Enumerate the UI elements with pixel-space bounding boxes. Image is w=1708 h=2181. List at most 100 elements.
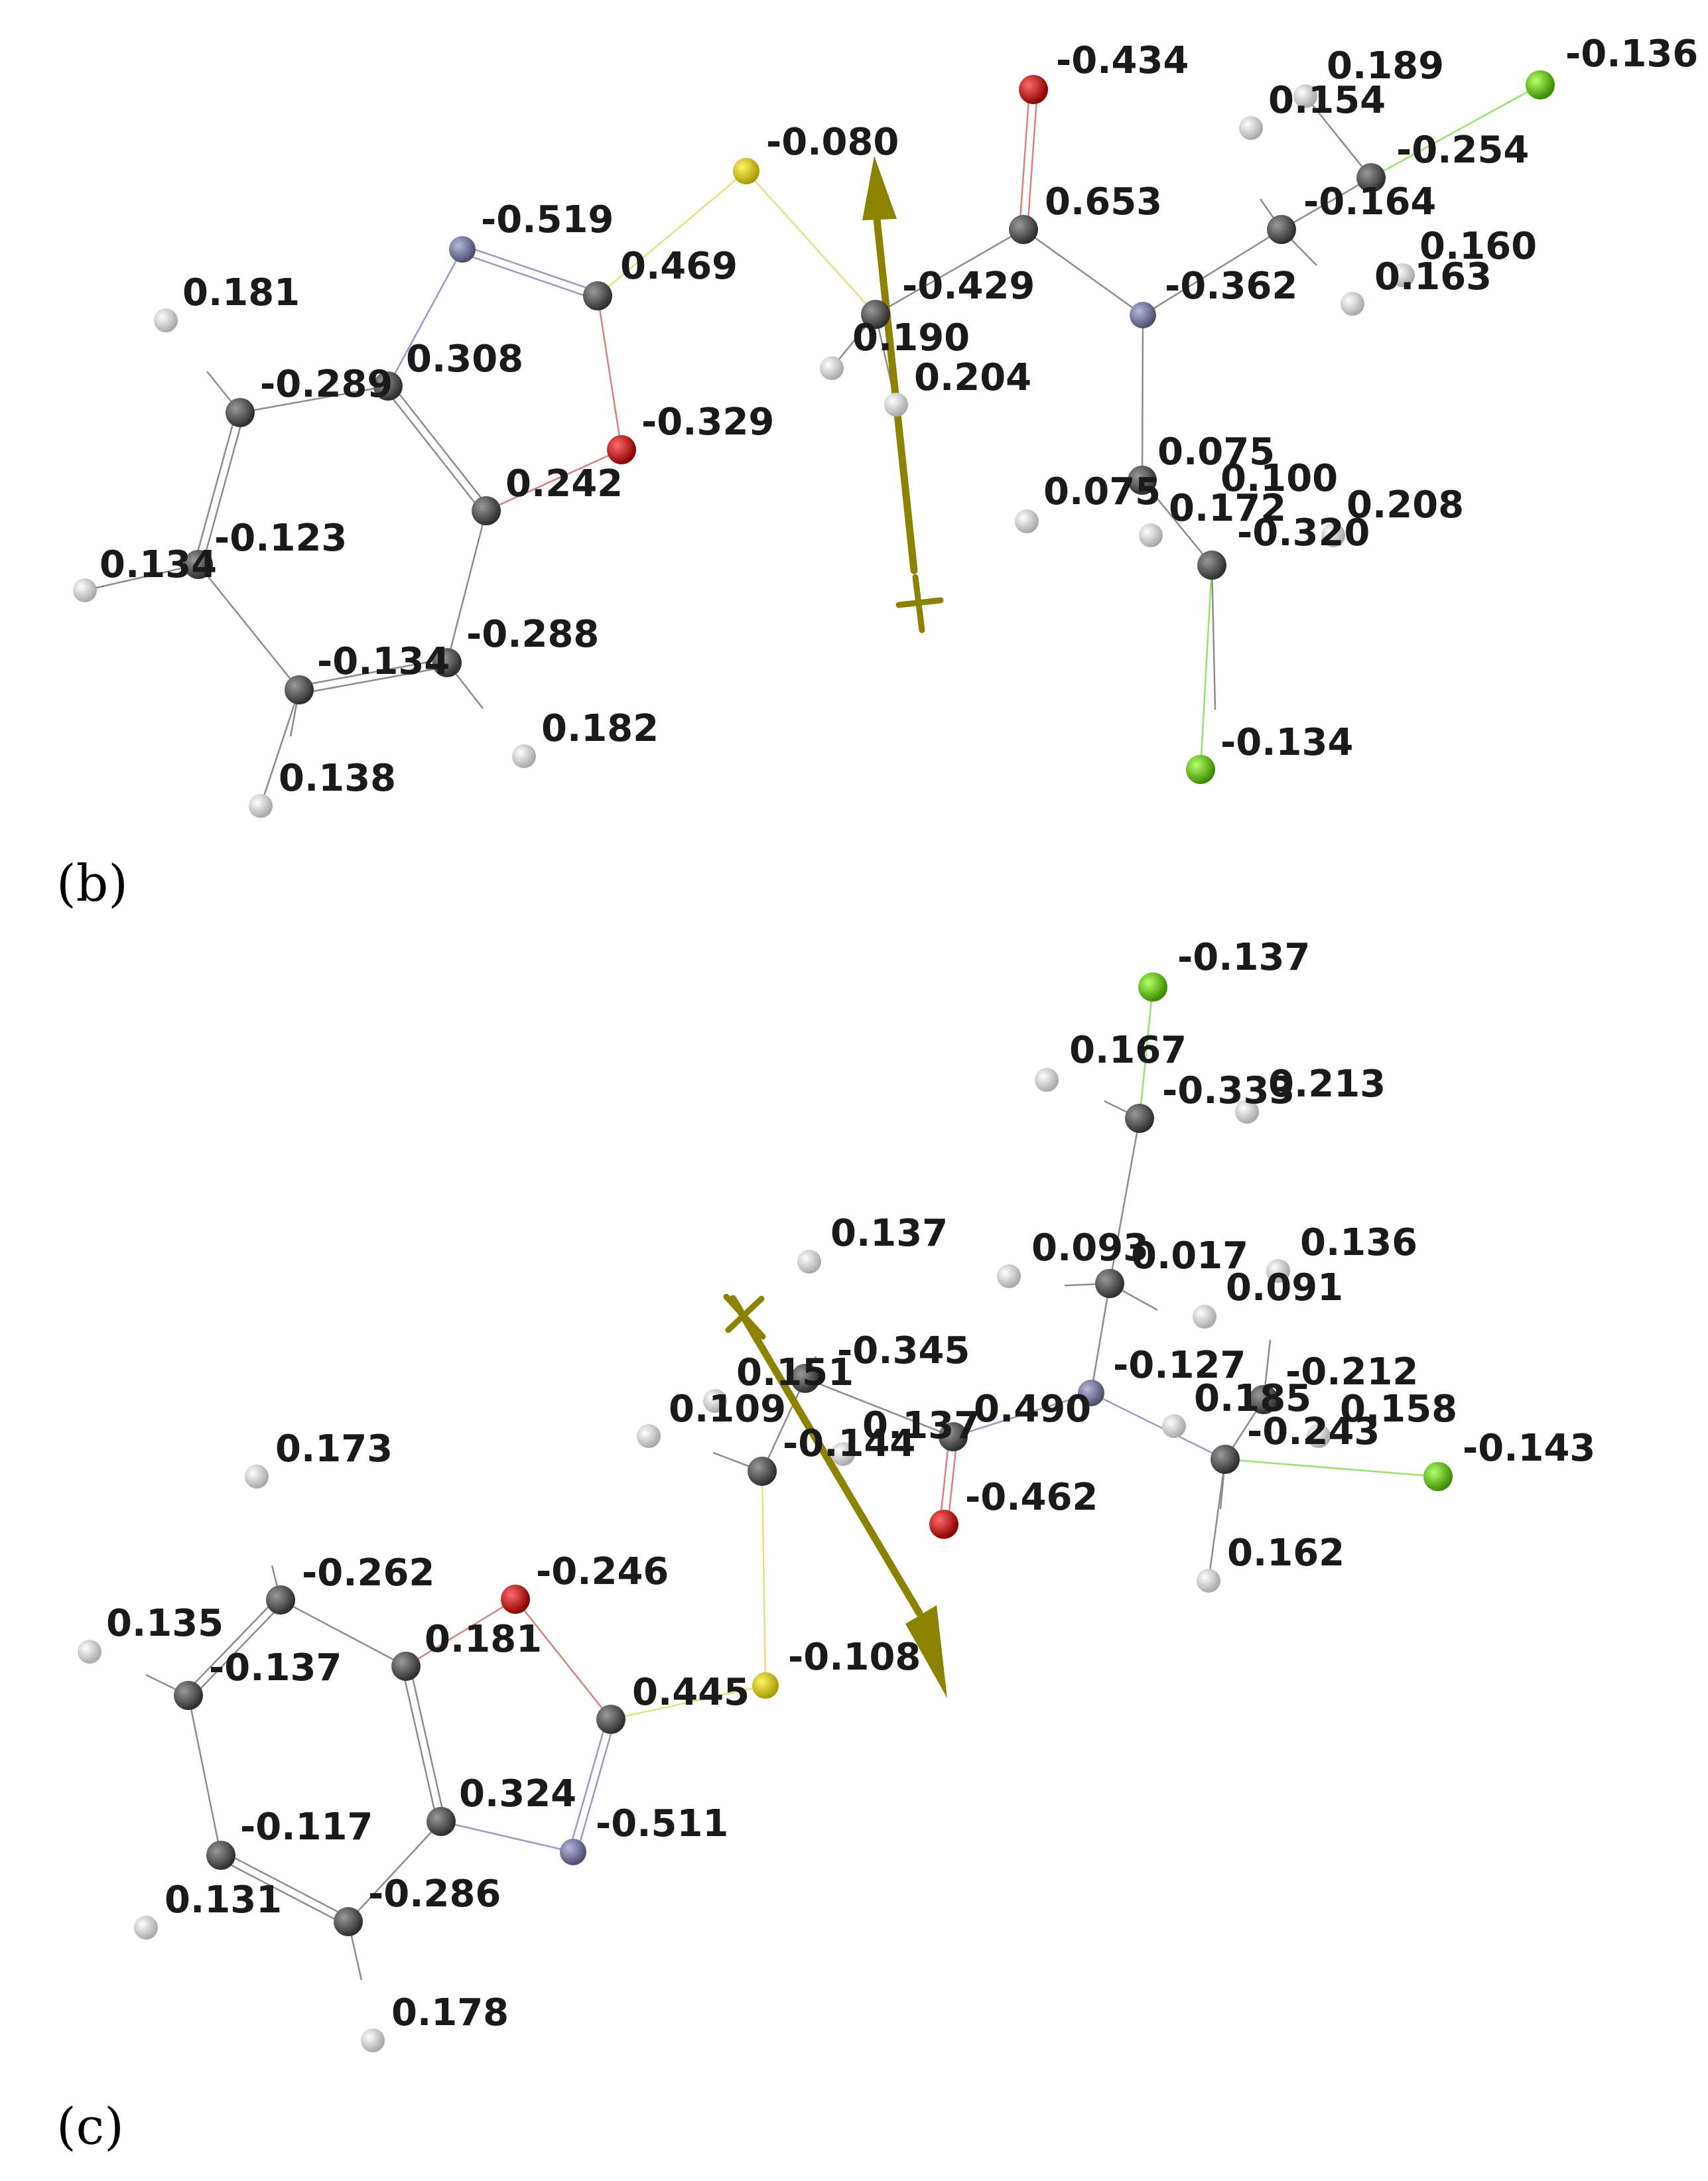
c-bond-line [405,1598,516,1668]
c-hydrogen-atom [1162,1414,1186,1438]
b-hydrogen-atom [73,578,97,602]
c-sulfur-atom [752,1672,779,1699]
c-charge-label: 0.445 [632,1671,750,1714]
c-oxygen-atom [501,1585,530,1614]
b-charge-label: 0.154 [1268,79,1386,122]
b-hydrogen-atom [154,308,178,332]
c-charge-label: -0.117 [240,1806,373,1849]
b-charge-label: 0.469 [620,245,738,288]
b-charge-label: 0.653 [1045,180,1162,224]
molecule-panel-b: -0.434 0.1890.154-0.136-0.254-0.0800.653-… [73,33,1698,818]
b-bond-line [1142,228,1282,316]
b-double-bond-line [1026,90,1039,230]
b-charge-label: -0.080 [766,121,899,164]
b-charge-label: 0.100 [1220,457,1338,500]
b-charge-label: -0.519 [481,198,614,241]
b-hydrogen-atom [1239,116,1263,140]
c-hydrogen-atom [361,2028,385,2052]
b-charge-label: -0.134 [1220,721,1353,764]
c-bond-line [1224,1458,1439,1478]
b-chlorine-atom [1526,70,1555,99]
b-carbon-atom [1267,215,1296,244]
c-chlorine-atom [1138,972,1167,1002]
b-charge-label: -0.434 [1056,39,1189,82]
b-double-bond-line [463,245,600,293]
b-carbon-atom [373,371,403,401]
c-bond-line [440,1820,574,1853]
c-charge-label: 0.173 [275,1427,393,1471]
b-charge-label: 0.182 [541,707,659,750]
b-bond-line [486,448,622,512]
c-bond-line [805,1377,954,1438]
c-carbon-atom [1211,1445,1240,1474]
b-charge-label: -0.254 [1396,129,1529,172]
c-double-bond-line [401,1667,438,1823]
c-charge-label: -0.462 [965,1476,1098,1519]
c-charge-label: -0.137 [209,1646,342,1689]
c-double-bond-line [939,1436,951,1524]
c-charge-label: 0.178 [391,1991,509,2034]
b-charge-label: -0.320 [1237,511,1370,555]
c-charge-label: -0.246 [536,1550,669,1593]
c-hydrogen-atom [637,1424,661,1448]
b-charge-label: 0.189 [1327,44,1444,88]
b-bond-line [875,228,1024,316]
c-hydrogen-atom [1307,1424,1331,1448]
c-dipole-arrowhead [905,1605,947,1698]
c-charge-label: 0.093 [1031,1226,1149,1270]
panel-label-c: (c) [56,2097,124,2156]
c-charge-label: 0.185 [1194,1377,1311,1420]
c-charge-label: -0.144 [783,1422,915,1465]
c-charge-label: 0.324 [459,1772,576,1816]
b-nitrogen-atom [1130,302,1156,328]
b-hydrogen-atom [1391,263,1415,287]
b-hydrogen-atom [884,393,908,417]
b-dipole-arrowhead [862,156,897,220]
c-charge-label: 0.109 [669,1388,786,1431]
c-hydrogen-atom [797,1250,821,1274]
b-carbon-atom [1356,163,1386,192]
c-charge-label: 0.181 [425,1618,542,1661]
b-charge-label: 0.163 [1374,255,1492,298]
b-hydrogen-atom [820,356,844,380]
b-hydrogen-atom [1139,523,1163,547]
c-double-bond-line [184,1596,279,1693]
c-charge-label: -0.262 [302,1552,434,1595]
b-charge-label: 0.181 [182,271,300,314]
b-carbon-atom [861,300,890,329]
c-charge-label: 0.136 [1300,1221,1417,1264]
c-carbon-atom [266,1585,295,1615]
c-bond-line [610,1684,766,1721]
c-bond-line [348,1821,442,1922]
c-hydrogen-atom [245,1465,269,1488]
b-carbon-atom [184,550,213,579]
c-charge-label: -0.127 [1113,1344,1246,1387]
c-nitrogen-atom [1078,1380,1104,1406]
c-charge-label: -0.243 [1247,1410,1380,1453]
b-bond-line [84,563,199,592]
b-double-bond-line [390,383,490,509]
c-bond-line [761,1471,767,1686]
b-bond-line [259,689,300,807]
b-carbon-atom [1128,466,1157,495]
b-hydrogen-atom [1341,292,1364,316]
b-double-bond-line [299,665,448,695]
b-hydrogen-atom [512,744,536,768]
c-hydrogen-atom [1266,1259,1290,1283]
b-bond-line [1281,176,1372,231]
c-charge-label: -0.108 [788,1636,921,1679]
c-bond-line [1207,1459,1226,1581]
c-chlorine-atom [1423,1462,1453,1491]
c-carbon-atom [427,1807,456,1836]
b-charge-label: -0.362 [1165,265,1297,308]
b-carbon-atom [583,281,612,310]
c-charge-label: -0.345 [837,1329,970,1372]
b-double-bond-line [298,657,447,687]
c-oxygen-atom [929,1510,958,1539]
b-bond-line [596,295,623,450]
c-bond-line [1108,1118,1141,1284]
b-charge-label: -0.288 [466,613,599,656]
c-carbon-atom [174,1681,203,1710]
c-bond-line [1090,1283,1111,1394]
